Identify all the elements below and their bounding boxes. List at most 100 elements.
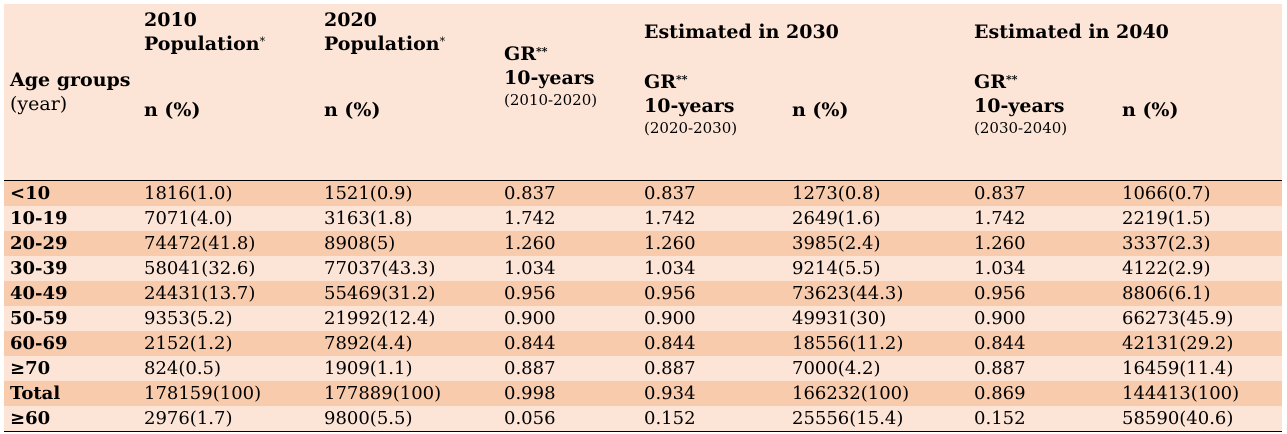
pop2020-cell: 21992(12.4): [318, 306, 498, 331]
gr-2020-2030-cell: 0.956: [638, 281, 786, 306]
gr-2030-2040-cell: 1.742: [968, 206, 1117, 231]
table-row: 60-69 2152(1.2) 7892(4.4) 0.844 0.844 18556(1…: [4, 331, 1283, 356]
table-row: <10 1816(1.0) 1521(0.9) 0.837 0.837 1273(0.8)…: [4, 180, 1283, 206]
gr-2010-2020-header: GR** 10-years (2010-2020): [498, 4, 638, 180]
gr-2010-2020-label: GR: [504, 43, 537, 65]
gr-2010-2020-ten-years: 10-years: [504, 67, 595, 89]
n2030-cell: 18556(11.2): [786, 331, 969, 356]
age-cell: 40-49: [4, 281, 138, 306]
table-row: ≥60 2976(1.7) 9800(5.5) 0.056 0.152 25556(15.…: [4, 406, 1283, 432]
n2030-cell: 49931(30): [786, 306, 969, 331]
estimated-2040-header: Estimated in 2040: [968, 4, 1283, 68]
gr-2010-2020-cell: 1.034: [498, 256, 638, 281]
gr-2020-2030-cell: 0.900: [638, 306, 786, 331]
estimated-2040-label: Estimated in 2040: [974, 21, 1169, 43]
gr-2010-2020-cell: 1.742: [498, 206, 638, 231]
n2040-cell: 66273(45.9): [1116, 306, 1283, 331]
table-row: Total 178159(100) 177889(100) 0.998 0.934 166…: [4, 381, 1283, 406]
gr-2030-2040-footnote-mark: **: [1006, 73, 1018, 86]
age-groups-header: Age groups (year): [4, 4, 138, 180]
n2040-cell: 4122(2.9): [1116, 256, 1283, 281]
n2040-cell: 144413(100): [1116, 381, 1283, 406]
pop2020-cell: 1521(0.9): [318, 180, 498, 206]
gr-2030-2040-cell: 0.152: [968, 406, 1117, 432]
gr-2030-2040-label: GR: [974, 71, 1007, 93]
population-growth-table: Age groups (year) 2010 Population* 2020 …: [4, 4, 1283, 432]
gr-2030-2040-period: (2030-2040): [974, 119, 1068, 137]
pop2020-cell: 1909(1.1): [318, 356, 498, 381]
pop2010-cell: 824(0.5): [138, 356, 318, 381]
age-cell: Total: [4, 381, 138, 406]
age-cell: 60-69: [4, 331, 138, 356]
table-body: <10 1816(1.0) 1521(0.9) 0.837 0.837 1273(0.8)…: [4, 180, 1283, 432]
pop2010-footnote-mark: *: [259, 35, 266, 48]
pop2010-cell: 1816(1.0): [138, 180, 318, 206]
pop2010-label: Population: [144, 33, 260, 55]
gr-2010-2020-cell: 0.056: [498, 406, 638, 432]
age-cell: ≥70: [4, 356, 138, 381]
pop2010-cell: 58041(32.6): [138, 256, 318, 281]
age-groups-label: Age groups: [10, 69, 131, 91]
table-row: 10-19 7071(4.0) 3163(1.8) 1.742 1.742 2649(1.…: [4, 206, 1283, 231]
pop2020-cell: 77037(43.3): [318, 256, 498, 281]
age-unit-label: (year): [10, 93, 68, 115]
age-cell: 30-39: [4, 256, 138, 281]
n2030-cell: 3985(2.4): [786, 231, 969, 256]
pop2010-cell: 9353(5.2): [138, 306, 318, 331]
gr-2030-2040-cell: 0.869: [968, 381, 1117, 406]
gr-2010-2020-cell: 1.260: [498, 231, 638, 256]
table-row: 30-39 58041(32.6) 77037(43.3) 1.034 1.034 921…: [4, 256, 1283, 281]
gr-2030-2040-cell: 1.260: [968, 231, 1117, 256]
gr-2020-2030-cell: 0.934: [638, 381, 786, 406]
table-row: 50-59 9353(5.2) 21992(12.4) 0.900 0.900 49931…: [4, 306, 1283, 331]
gr-2030-2040-cell: 0.887: [968, 356, 1117, 381]
gr-2020-2030-cell: 0.887: [638, 356, 786, 381]
gr-2010-2020-cell: 0.887: [498, 356, 638, 381]
age-cell: ≥60: [4, 406, 138, 432]
pop2010-cell: 74472(41.8): [138, 231, 318, 256]
n2030-cell: 7000(4.2): [786, 356, 969, 381]
gr-2020-2030-cell: 0.837: [638, 180, 786, 206]
pop2010-cell: 2152(1.2): [138, 331, 318, 356]
n2040-cell: 16459(11.4): [1116, 356, 1283, 381]
pop2020-n-header: n (%): [318, 68, 498, 180]
age-cell: 50-59: [4, 306, 138, 331]
gr-2020-2030-cell: 1.742: [638, 206, 786, 231]
gr-2020-2030-cell: 0.844: [638, 331, 786, 356]
pop2020-n-label: n (%): [324, 99, 381, 121]
pop2020-cell: 3163(1.8): [318, 206, 498, 231]
pop2020-footnote-mark: *: [439, 35, 446, 48]
gr-2010-2020-cell: 0.900: [498, 306, 638, 331]
n2030-header: n (%): [786, 68, 969, 180]
pop2020-cell: 55469(31.2): [318, 281, 498, 306]
pop2010-header: 2010 Population*: [138, 4, 318, 68]
n2030-cell: 9214(5.5): [786, 256, 969, 281]
n2030-cell: 166232(100): [786, 381, 969, 406]
gr-2020-2030-label: GR: [644, 71, 677, 93]
gr-2030-2040-cell: 0.837: [968, 180, 1117, 206]
estimated-2030-label: Estimated in 2030: [644, 21, 839, 43]
n2040-cell: 8806(6.1): [1116, 281, 1283, 306]
gr-2010-2020-cell: 0.844: [498, 331, 638, 356]
gr-2010-2020-footnote-mark: **: [536, 45, 548, 58]
pop2010-cell: 178159(100): [138, 381, 318, 406]
n2040-cell: 58590(40.6): [1116, 406, 1283, 432]
pop2010-cell: 2976(1.7): [138, 406, 318, 432]
n2040-cell: 1066(0.7): [1116, 180, 1283, 206]
gr-2020-2030-ten-years: 10-years: [644, 95, 735, 117]
n2040-cell: 2219(1.5): [1116, 206, 1283, 231]
gr-2010-2020-period: (2010-2020): [504, 91, 598, 109]
pop2010-cell: 24431(13.7): [138, 281, 318, 306]
gr-2020-2030-period: (2020-2030): [644, 119, 738, 137]
gr-2020-2030-header: GR** 10-years (2020-2030): [638, 68, 786, 180]
gr-2030-2040-cell: 1.034: [968, 256, 1117, 281]
table-header: Age groups (year) 2010 Population* 2020 …: [4, 4, 1283, 181]
n2030-label: n (%): [792, 99, 849, 121]
pop2020-header: 2020 Population*: [318, 4, 498, 68]
n2030-cell: 25556(15.4): [786, 406, 969, 432]
gr-2030-2040-ten-years: 10-years: [974, 95, 1065, 117]
pop2020-cell: 7892(4.4): [318, 331, 498, 356]
table-row: ≥70 824(0.5) 1909(1.1) 0.887 0.887 7000(4.2) 0…: [4, 356, 1283, 381]
age-cell: 10-19: [4, 206, 138, 231]
